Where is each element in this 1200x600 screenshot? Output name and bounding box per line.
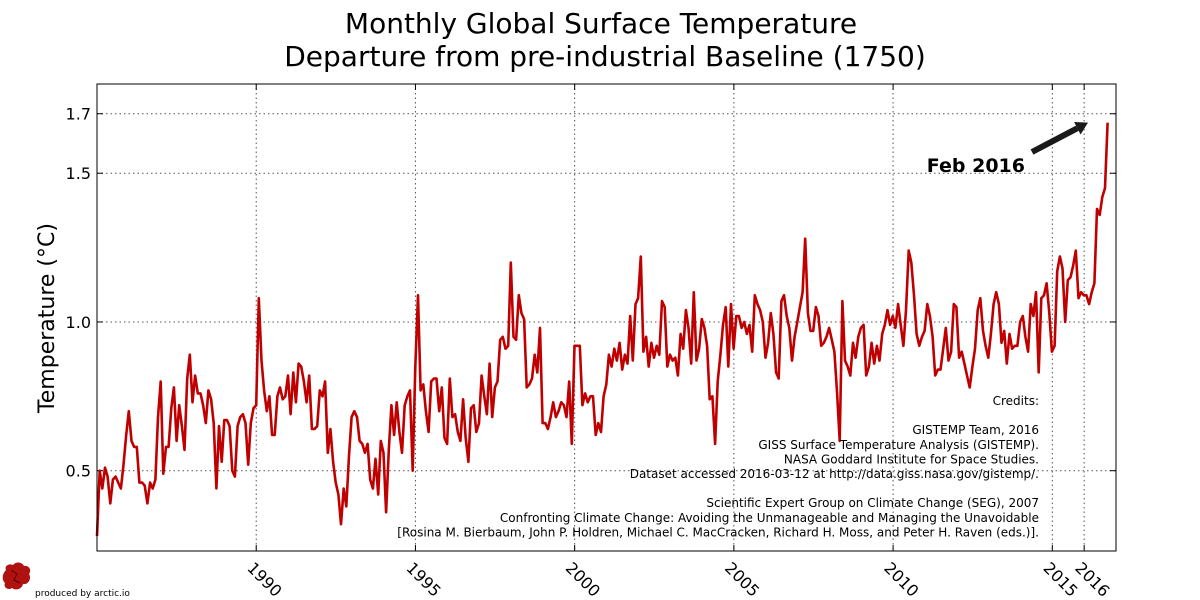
- arctic-globe-detail-icon: [10, 569, 21, 584]
- x-tick-label: 2016: [1071, 558, 1113, 600]
- credit-line: Credits:: [993, 394, 1039, 408]
- y-axis-label-group: Temperature (°C): [35, 223, 60, 414]
- annotation-arrowhead: [1074, 122, 1088, 135]
- y-tick-label: 1.5: [66, 164, 91, 183]
- chart-title-line-2: Departure from pre-industrial Baseline (…: [284, 40, 926, 73]
- credit-line: Confronting Climate Change: Avoiding the…: [500, 511, 1039, 525]
- credit-line: NASA Goddard Institute for Space Studies…: [784, 452, 1039, 466]
- y-tick-label: 1.7: [66, 105, 91, 124]
- y-tick-label: 1.0: [66, 313, 91, 332]
- credit-line: Dataset accessed 2016-03-12 at http://da…: [630, 467, 1039, 481]
- x-tick-label: 2010: [880, 558, 922, 600]
- x-tick-label: 1995: [403, 558, 445, 600]
- plot-area-frame: [96, 83, 1117, 552]
- annotation-label: Feb 2016: [927, 155, 1025, 177]
- arctic-io-logo: [2, 562, 31, 590]
- x-tick-label: 2015: [1039, 558, 1081, 600]
- produced-by-label: produced by arctic.io: [35, 589, 130, 599]
- y-tick-label: 0.5: [66, 462, 91, 481]
- annotation-arrow-shaft: [1030, 125, 1079, 155]
- credit-line: GISS Surface Temperature Analysis (GISTE…: [758, 438, 1039, 452]
- grid: [97, 84, 1116, 551]
- temperature-series-line: [95, 122, 1109, 537]
- chart-title-line-1: Monthly Global Surface Temperature: [345, 7, 857, 40]
- y-axis-label: Temperature (°C): [35, 223, 60, 414]
- x-tick-label: 2000: [562, 558, 604, 600]
- credit-line: [Rosina M. Bierbaum, John P. Holdren, Mi…: [397, 525, 1039, 539]
- credit-line: Scientific Expert Group on Climate Chang…: [706, 496, 1039, 510]
- x-tick-label: 2005: [721, 558, 763, 600]
- credit-line: GISTEMP Team, 2016: [912, 423, 1039, 437]
- x-tick-label: 1990: [243, 558, 285, 600]
- feb-2016-annotation: Feb 2016: [927, 122, 1088, 177]
